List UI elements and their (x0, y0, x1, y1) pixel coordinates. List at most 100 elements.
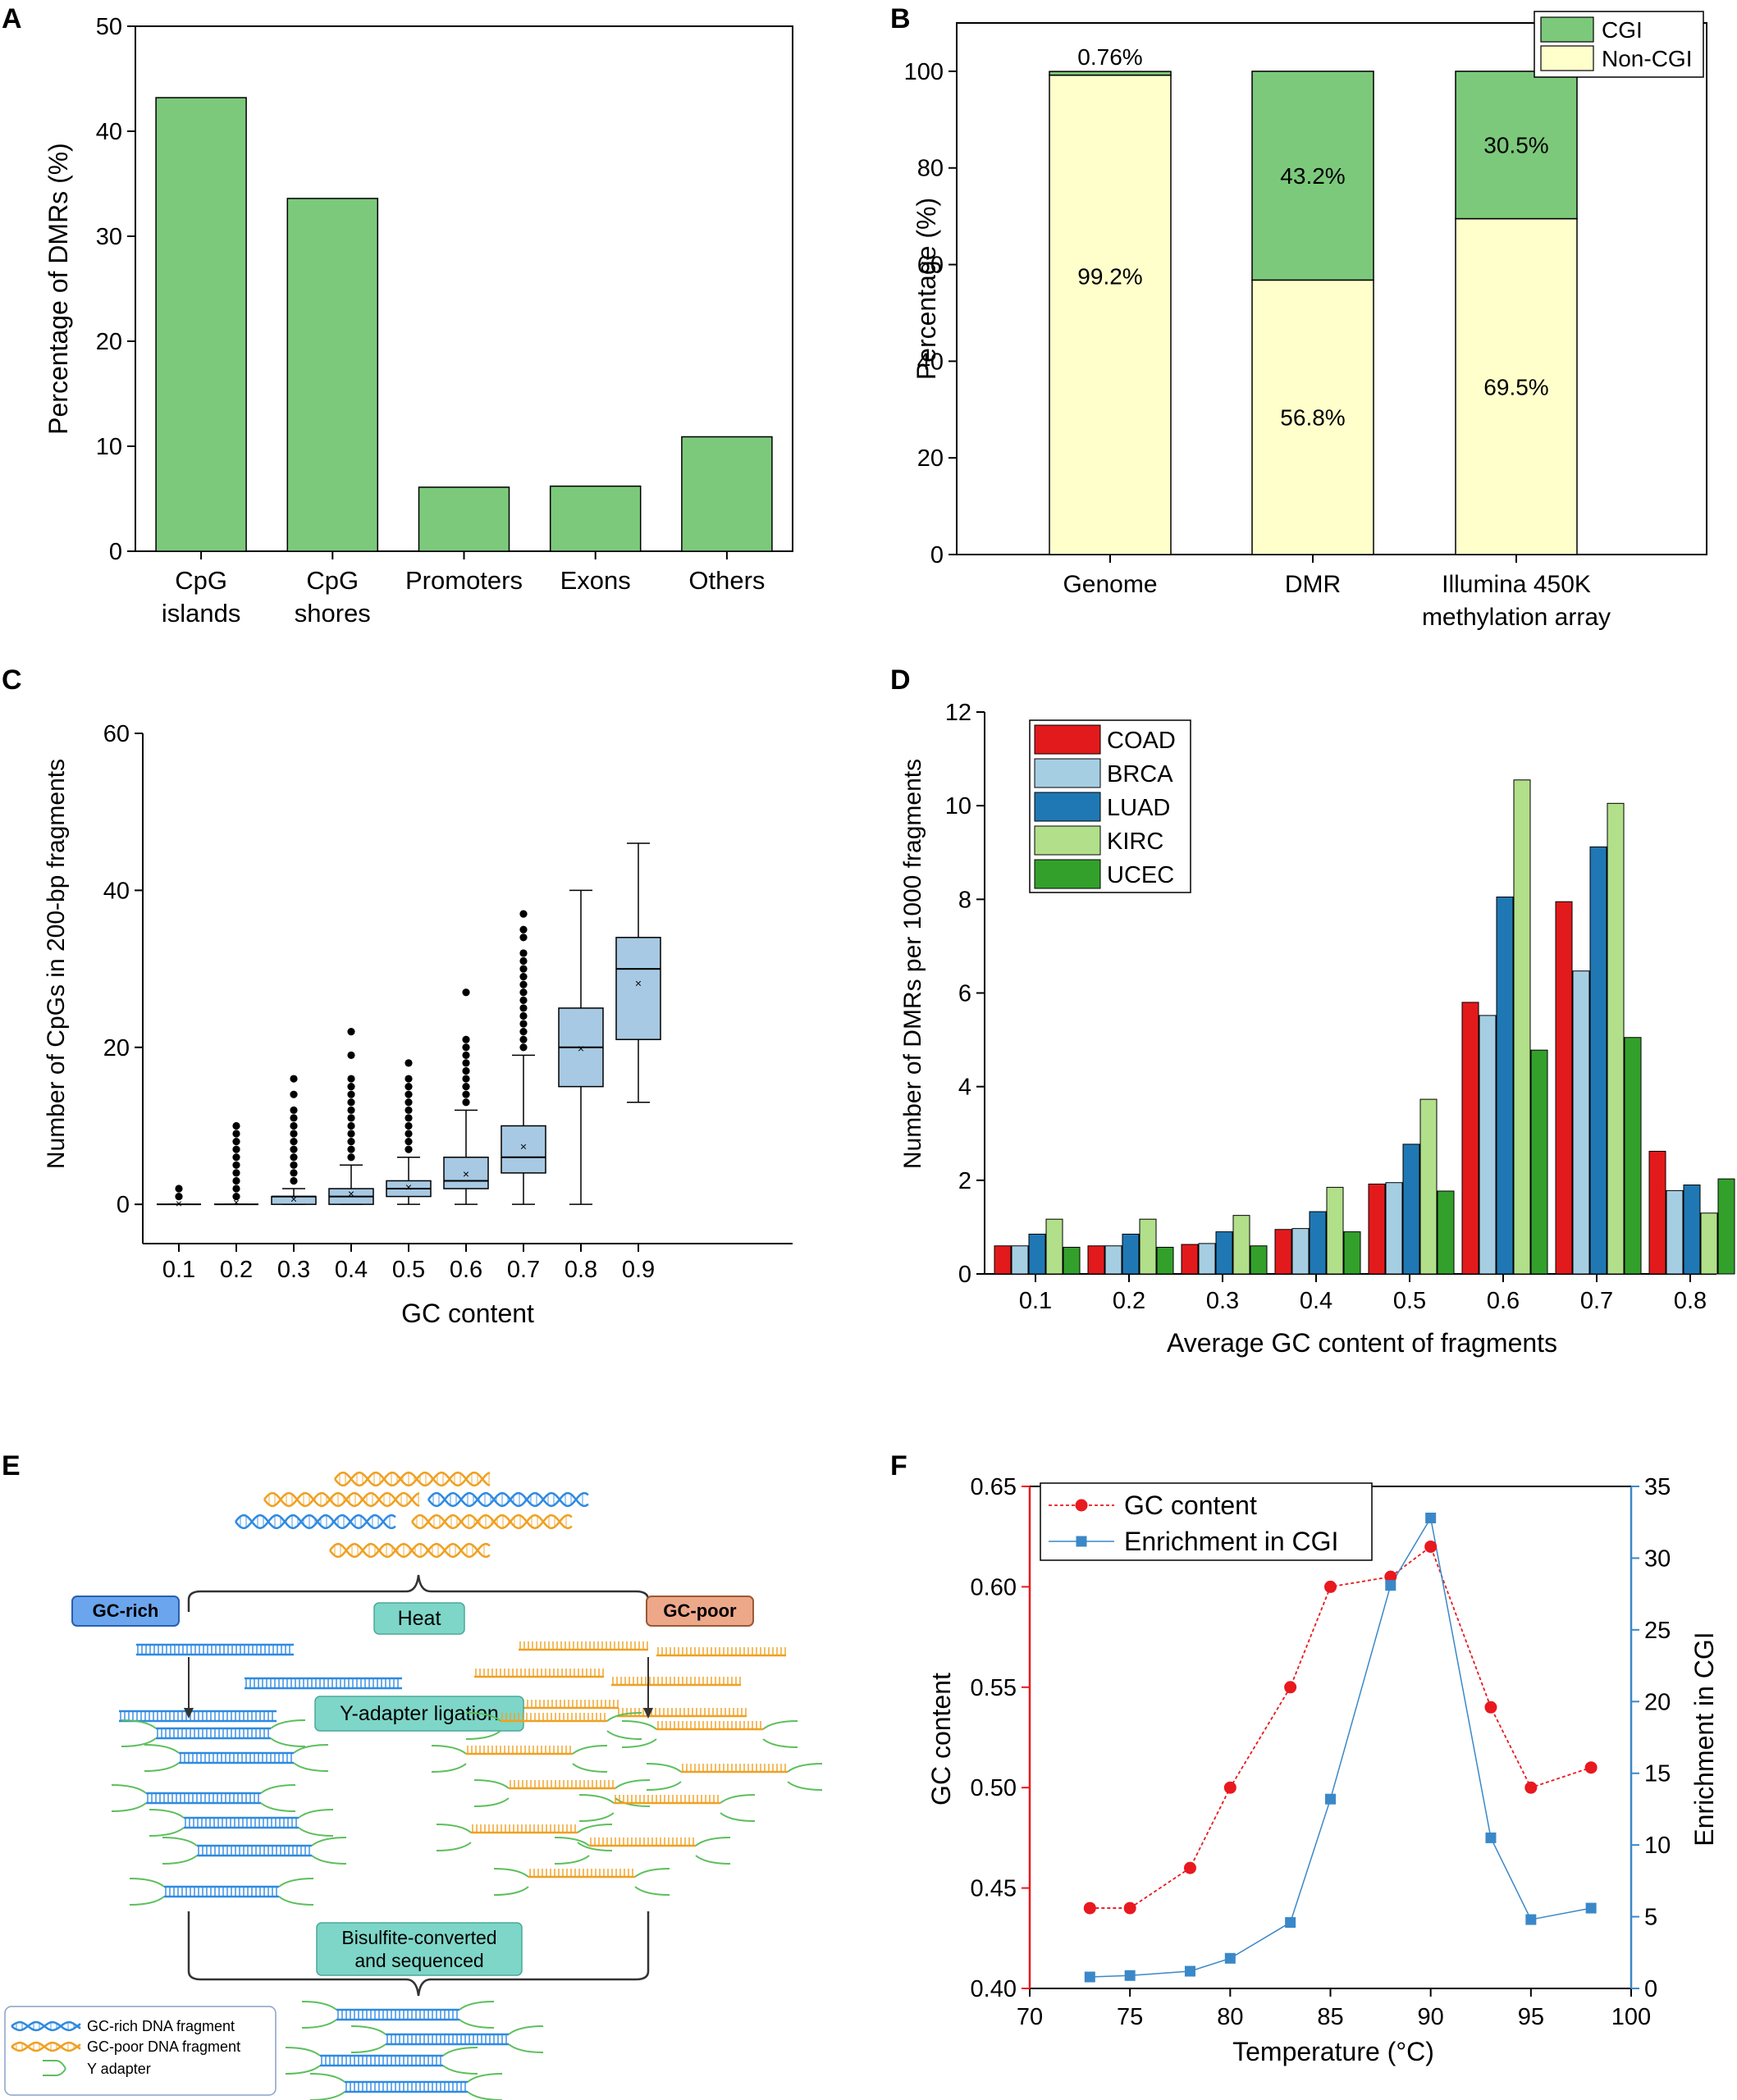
y-adapter (431, 1763, 467, 1773)
y-adapter (285, 2047, 321, 2057)
y-adapter (572, 1745, 608, 1755)
bar-luad (1215, 1231, 1233, 1275)
outlier-point (462, 1090, 470, 1098)
legend-label: LUAD (1107, 795, 1170, 821)
mean-marker: × (578, 1042, 584, 1055)
x-tick-label: islands (162, 599, 241, 628)
y-adapter (129, 1878, 165, 1888)
y-adapter (646, 1781, 682, 1791)
x-tick-label: 0.1 (1019, 1288, 1052, 1314)
outlier-point (232, 1176, 240, 1185)
panel-f-chart: 70 75 80 85 90 95 100 0.40 0.45 0.50 0.55 0.60 0.65 0… (926, 1474, 1719, 2066)
outlier-point (519, 1020, 528, 1028)
y-adapter (298, 1827, 334, 1837)
y-adapter (606, 1712, 642, 1722)
data-label-cgi: 43.2% (1280, 163, 1345, 189)
x-tick-label: methylation array (1422, 604, 1611, 631)
y-adapter (762, 1720, 798, 1730)
legend-swatch (1034, 859, 1101, 889)
legend-gc-poor-icon (11, 2041, 81, 2052)
gc-content-point (1424, 1540, 1438, 1553)
outlier-point (519, 1028, 528, 1036)
outlier-point (405, 1114, 413, 1122)
outlier-point (519, 934, 528, 942)
outlier-point (347, 1090, 355, 1098)
outlier-point (232, 1145, 240, 1153)
helix-gc-poor (263, 1491, 420, 1508)
outlier-point (462, 988, 470, 997)
gc-content-point (1484, 1701, 1497, 1714)
outlier-point (347, 1138, 355, 1146)
y-adapter (577, 1824, 613, 1833)
data-label-cgi: 0.76% (1077, 44, 1142, 70)
bar-ucec (1624, 1037, 1642, 1275)
fragment-core (184, 1816, 299, 1829)
panel-label-c: C (2, 664, 22, 696)
bar-luad (1589, 846, 1607, 1275)
outlier-point (347, 1114, 355, 1122)
bar-kirc (1700, 1212, 1718, 1275)
x-axis-title: Average GC content of fragments (1167, 1328, 1557, 1358)
bar-luad (1309, 1211, 1327, 1275)
bar-coad (1461, 1002, 1479, 1275)
y-tick-label: 12 (945, 700, 971, 726)
y-adapter (615, 1797, 651, 1807)
data-label-cgi: 30.5% (1483, 133, 1548, 158)
y-tick-label: 0 (958, 1262, 971, 1288)
outlier-point (405, 1130, 413, 1138)
bar-luad (1402, 1144, 1420, 1275)
y-adapter (278, 1896, 314, 1906)
outlier-point (232, 1192, 240, 1201)
helix-strand (334, 1471, 491, 1487)
fragment-core (197, 1844, 312, 1857)
enrichment-point (1084, 1971, 1095, 1983)
bar-ucec (1343, 1231, 1361, 1275)
bar-coad (1087, 1245, 1105, 1275)
gc-content-point (1324, 1580, 1337, 1593)
helix-gc-poor (411, 1513, 573, 1530)
legend-label-cgi: CGI (1602, 17, 1643, 43)
bar-coad (1648, 1150, 1666, 1275)
outlier-point (290, 1176, 298, 1185)
y-right-tick-label: 25 (1644, 1618, 1671, 1644)
legend-marker-enrichment (1076, 1536, 1087, 1547)
fragment-core (471, 1824, 578, 1834)
y-adapter (578, 1812, 615, 1822)
y-adapter (578, 1794, 615, 1804)
y-tick-label: 100 (904, 59, 944, 85)
legend-label: KIRC (1107, 829, 1163, 855)
bar-non-cgi (1049, 74, 1172, 555)
y-tick-label: 40 (103, 878, 130, 904)
legend-swatch (1034, 792, 1101, 822)
y-tick-label: 60 (103, 721, 130, 747)
y-adapter (270, 1719, 306, 1729)
fragment-core (614, 1795, 720, 1805)
y-adapter (436, 1824, 472, 1833)
y-adapter (577, 1842, 613, 1851)
panel-label-f: F (890, 1450, 907, 1481)
y-right-tick-label: 20 (1644, 1689, 1671, 1715)
bar-kirc (1607, 802, 1625, 1275)
arrow-right-head (643, 1708, 653, 1719)
ligated-fragment (162, 1837, 347, 1865)
y-adapter (162, 1837, 198, 1847)
y-left-tick-label: 0.50 (971, 1775, 1017, 1801)
bar (418, 486, 510, 552)
outlier-point (405, 1083, 413, 1091)
fragment-core (336, 2008, 459, 2021)
box (501, 1125, 546, 1174)
ligated-fragment (646, 1763, 823, 1791)
outlier-point (290, 1161, 298, 1169)
bar-kirc (1232, 1215, 1250, 1275)
y-adapter (270, 1737, 306, 1747)
x-tick-label: CpG (175, 566, 227, 595)
helix-strand (263, 1491, 420, 1508)
legend-swatch-non-cgi (1540, 45, 1594, 71)
outlier-point (290, 1121, 298, 1130)
ligated-fragment (554, 1837, 731, 1865)
y-tick-label: 4 (958, 1075, 971, 1101)
y-right-tick-label: 35 (1644, 1474, 1671, 1500)
mean-marker: × (463, 1167, 469, 1180)
outlier-point (519, 1004, 528, 1012)
y-adapter (149, 1827, 185, 1837)
